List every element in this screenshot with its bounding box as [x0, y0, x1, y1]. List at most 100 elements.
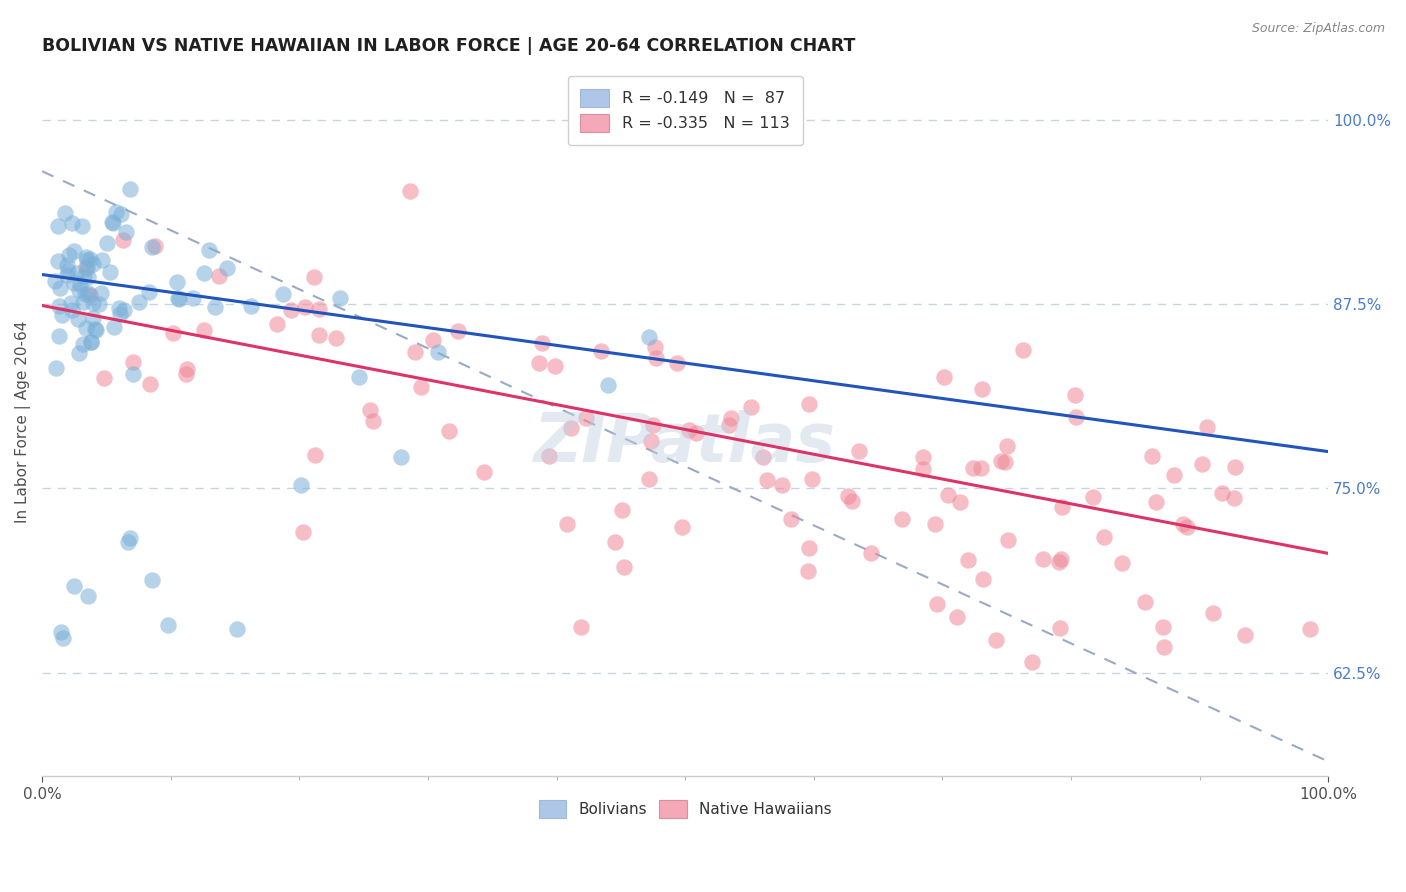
Point [67, 283, 90, 297]
Point [280, 303, 302, 318]
Point [67, 312, 90, 326]
Point [103, 319, 125, 334]
Point [718, 417, 741, 432]
Point [58, 248, 80, 262]
Point [76, 260, 98, 275]
Point [48, 328, 70, 343]
Point [531, 335, 554, 350]
Point [60, 303, 83, 318]
Point [560, 420, 582, 434]
Point [91, 253, 114, 268]
Point [46, 254, 69, 268]
Point [409, 380, 432, 394]
Point [67, 346, 90, 360]
Point [72, 295, 94, 310]
Point [105, 205, 128, 219]
Point [103, 216, 125, 230]
Point [1047, 555, 1070, 569]
Point [1191, 457, 1213, 471]
Point [290, 477, 312, 491]
Point [972, 572, 994, 586]
Point [72, 219, 94, 234]
Point [1032, 551, 1054, 566]
Point [45, 361, 67, 376]
Point [1153, 640, 1175, 654]
Point [574, 411, 596, 425]
Point [1299, 622, 1322, 636]
Text: BOLIVIAN VS NATIVE HAWAIIAN IN LABOR FORCE | AGE 20-64 CORRELATION CHART: BOLIVIAN VS NATIVE HAWAIIAN IN LABOR FOR… [42, 37, 855, 55]
Point [79, 334, 101, 349]
Point [859, 546, 882, 560]
Point [87, 297, 110, 311]
Point [644, 351, 666, 366]
Point [304, 448, 326, 462]
Point [1092, 530, 1115, 544]
Point [1173, 517, 1195, 532]
Point [82, 295, 104, 310]
Point [1144, 495, 1167, 509]
Point [51, 309, 73, 323]
Point [101, 214, 124, 228]
Point [1211, 486, 1233, 500]
Point [53, 206, 76, 220]
Point [76, 252, 98, 267]
Point [115, 225, 138, 239]
Point [90, 285, 112, 300]
Point [720, 410, 742, 425]
Point [389, 450, 412, 464]
Point [890, 512, 912, 526]
Point [359, 403, 381, 417]
Point [770, 478, 793, 492]
Point [962, 461, 984, 475]
Point [118, 531, 141, 545]
Text: ZIPatlas: ZIPatlas [534, 410, 837, 476]
Point [51, 625, 73, 640]
Point [1049, 621, 1071, 635]
Point [292, 524, 315, 539]
Point [98, 265, 121, 279]
Point [76, 589, 98, 603]
Point [128, 294, 150, 309]
Point [837, 489, 859, 503]
Point [56, 268, 79, 282]
Point [308, 328, 330, 343]
Point [1021, 655, 1043, 669]
Point [841, 494, 863, 508]
Point [80, 335, 103, 350]
Point [1223, 491, 1246, 506]
Point [447, 324, 470, 338]
Point [63, 277, 86, 291]
Point [69, 277, 91, 292]
Point [1163, 468, 1185, 483]
Point [665, 356, 688, 370]
Point [114, 302, 136, 317]
Point [555, 517, 578, 532]
Point [111, 233, 134, 247]
Point [82, 257, 104, 271]
Point [970, 460, 993, 475]
Point [1111, 556, 1133, 570]
Point [938, 488, 960, 502]
Point [422, 334, 444, 348]
Point [1175, 519, 1198, 533]
Point [994, 455, 1017, 469]
Point [110, 308, 132, 322]
Point [591, 343, 613, 358]
Point [325, 331, 347, 345]
Point [79, 288, 101, 302]
Point [75, 260, 97, 274]
Point [1152, 620, 1174, 634]
Point [925, 597, 948, 611]
Point [208, 269, 231, 284]
Point [49, 281, 72, 295]
Point [162, 326, 184, 340]
Point [439, 424, 461, 438]
Point [644, 340, 666, 354]
Point [1201, 606, 1223, 620]
Point [596, 378, 619, 392]
Point [801, 472, 824, 486]
Point [271, 286, 294, 301]
Point [304, 269, 326, 284]
Point [779, 512, 801, 526]
Point [72, 268, 94, 283]
